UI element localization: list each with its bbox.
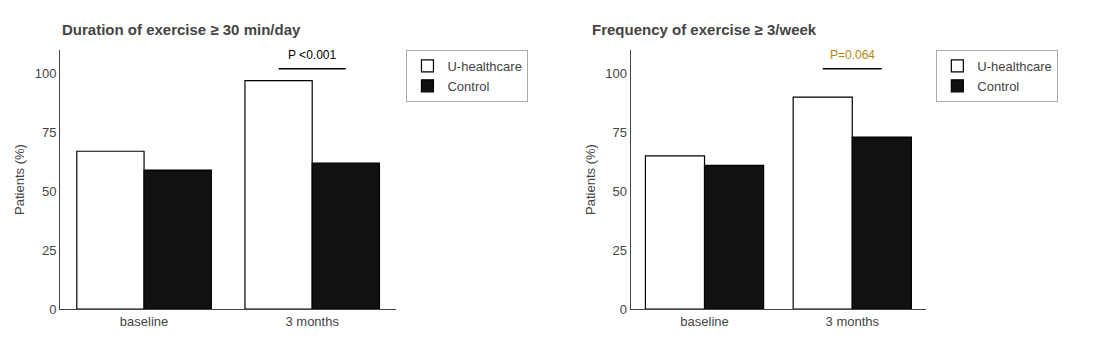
svg-text:Frequency of exercise ≥ 3/week: Frequency of exercise ≥ 3/week (592, 21, 817, 38)
svg-text:Duration of exercise ≥ 30 min/: Duration of exercise ≥ 30 min/day (62, 21, 301, 38)
svg-text:P=0.064: P=0.064 (830, 48, 875, 62)
svg-text:baseline: baseline (680, 314, 728, 329)
svg-text:Control: Control (447, 79, 489, 94)
svg-text:0: 0 (620, 302, 627, 317)
svg-text:100: 100 (605, 66, 627, 81)
svg-text:75: 75 (613, 125, 627, 140)
svg-text:25: 25 (613, 243, 627, 258)
svg-text:100: 100 (35, 66, 57, 81)
svg-text:3 months: 3 months (826, 314, 880, 329)
svg-text:Control: Control (977, 79, 1019, 94)
svg-text:P <0.001: P <0.001 (288, 48, 336, 62)
svg-text:baseline: baseline (120, 314, 168, 329)
svg-text:Patients (%): Patients (%) (12, 144, 27, 215)
svg-text:0: 0 (49, 302, 56, 317)
svg-text:U-healthcare: U-healthcare (977, 59, 1051, 74)
svg-text:50: 50 (42, 184, 56, 199)
svg-text:25: 25 (42, 243, 56, 258)
svg-text:U-healthcare: U-healthcare (447, 59, 521, 74)
svg-text:50: 50 (613, 184, 627, 199)
svg-text:3 months: 3 months (285, 314, 339, 329)
svg-text:75: 75 (42, 125, 56, 140)
svg-text:Patients (%): Patients (%) (583, 144, 598, 215)
